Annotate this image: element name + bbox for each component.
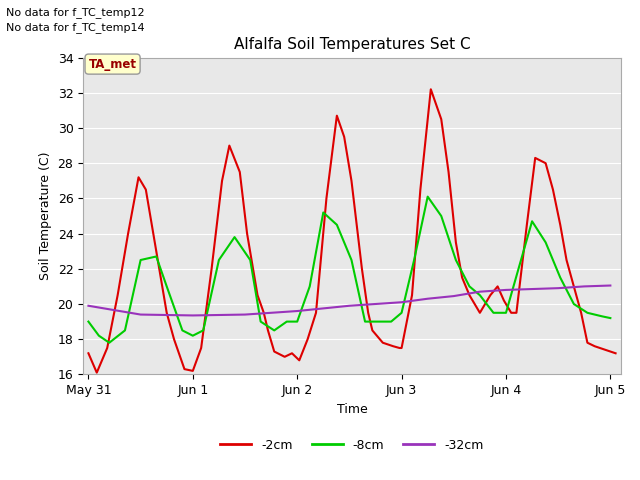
Text: No data for f_TC_temp12: No data for f_TC_temp12 — [6, 7, 145, 18]
Title: Alfalfa Soil Temperatures Set C: Alfalfa Soil Temperatures Set C — [234, 37, 470, 52]
Text: No data for f_TC_temp14: No data for f_TC_temp14 — [6, 22, 145, 33]
Y-axis label: Soil Temperature (C): Soil Temperature (C) — [39, 152, 52, 280]
Text: TA_met: TA_met — [88, 58, 136, 71]
Legend: -2cm, -8cm, -32cm: -2cm, -8cm, -32cm — [215, 434, 489, 457]
X-axis label: Time: Time — [337, 403, 367, 416]
